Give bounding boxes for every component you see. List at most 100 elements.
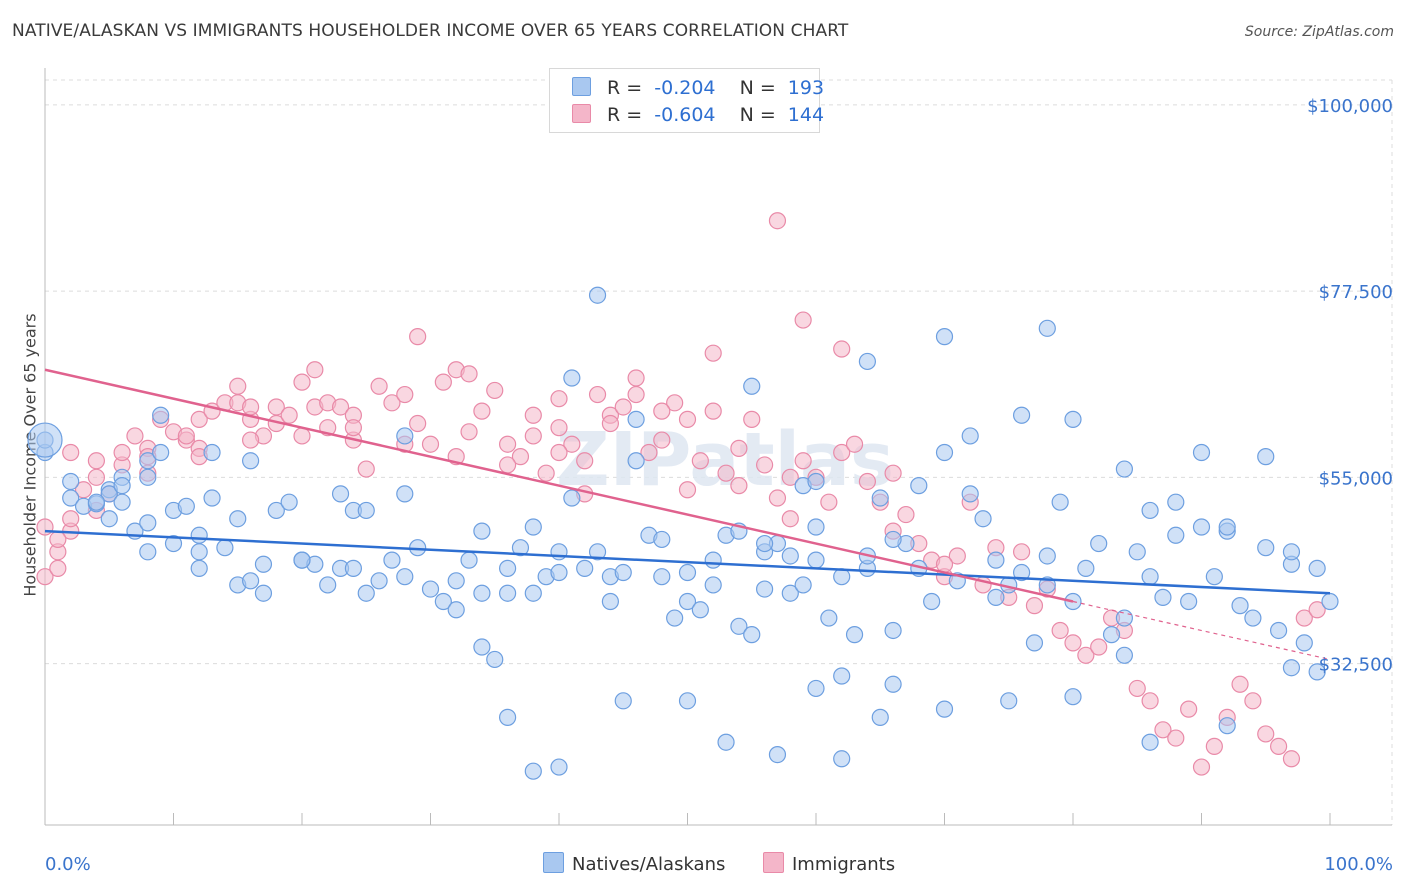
natives-point [1308,559,1326,577]
natives-point [1064,410,1082,428]
natives-point [473,584,491,602]
natives-point [524,762,542,780]
natives-point [113,493,131,511]
natives-point [87,493,106,511]
natives-point [910,477,928,495]
pink-swatch [572,104,591,123]
natives-point [755,580,774,598]
immigrants-point [460,365,478,383]
bottom-legend-natives: Natives/Alaskans [543,852,725,875]
natives-point [794,576,812,594]
natives-point [1167,526,1185,544]
natives-point [1218,518,1236,536]
natives-point [1064,688,1082,706]
immigrants-point [588,385,607,404]
natives-trend-line [44,529,1331,595]
natives-point [293,551,311,569]
immigrants-trend-extension [1072,600,1331,661]
immigrants-point [49,559,67,577]
natives-point [1295,634,1313,652]
immigrants-point [576,452,594,470]
natives-point [1231,597,1249,615]
immigrants-point [666,394,684,412]
immigrants-point [794,452,812,470]
natives-point [987,588,1005,606]
natives-point [524,584,542,602]
immigrants-point [293,427,311,445]
immigrants-point [87,452,106,470]
legend-row-immigrants: R = -0.604 N = 144 [572,104,824,126]
correlation-legend: R = -0.204 N = 193 R = -0.604 N = 144 [549,68,824,133]
immigrants-point [62,510,80,528]
natives-point [1257,448,1275,466]
immigrants-point [409,414,427,433]
immigrants-point [755,456,774,474]
natives-point [254,555,273,573]
natives-point [550,563,568,582]
immigrants-point [1244,692,1262,710]
immigrants-point [409,328,427,346]
legend-row-natives: R = -0.204 N = 193 [572,77,824,99]
immigrants-point [691,452,709,470]
immigrants-point [242,398,260,416]
natives-point [511,539,530,557]
immigrants-point [473,402,491,420]
immigrants-point [1154,721,1172,739]
natives-point [627,410,645,428]
natives-point [190,559,208,577]
immigrants-point [627,385,645,404]
natives-point [678,692,697,710]
natives-point [1000,692,1018,710]
natives-point [820,609,838,627]
legend-r-value: -0.604 [654,104,716,126]
immigrants-point [1025,597,1044,615]
y-tick-label: $100,000 [1307,96,1393,117]
immigrants-point [306,361,324,379]
natives-point [62,489,80,507]
immigrants-point [550,419,568,437]
natives-point [935,443,954,462]
immigrants-point [653,431,671,449]
immigrants-point [550,390,568,408]
natives-point [1321,592,1339,611]
blue-swatch [543,852,564,873]
immigrants-point [87,468,106,486]
natives-point [1141,501,1159,520]
immigrants-point [1295,609,1313,627]
immigrants-point [781,510,799,528]
natives-point [1102,626,1121,644]
natives-point [370,572,388,590]
immigrants-point [743,410,761,428]
immigrants-point [1269,737,1288,755]
immigrants-point [126,427,144,445]
natives-point [678,563,697,582]
immigrants-point [550,443,568,462]
natives-point [563,489,581,507]
natives-point [614,563,632,582]
natives-point [1115,646,1134,664]
natives-point [100,485,118,503]
natives-point [177,497,195,515]
immigrants-point [704,402,722,420]
immigrants-point [190,410,208,428]
immigrants-point [794,311,812,329]
immigrants-point [730,477,748,495]
immigrants-point [704,344,722,362]
natives-point [807,679,825,698]
natives-point [383,551,401,569]
natives-point [1282,543,1301,561]
natives-point [1308,663,1326,681]
natives-point [666,609,684,627]
immigrants-point [781,468,799,486]
natives-point [768,746,787,764]
x-tick-label-min: 0.0% [45,854,91,875]
blue-swatch [572,77,591,96]
natives-point [961,427,979,445]
immigrants-point [242,431,260,449]
natives-point [1205,568,1223,586]
natives-point [974,510,992,528]
natives-point [704,576,722,594]
immigrants-point [833,340,851,358]
natives-point [1154,588,1172,606]
